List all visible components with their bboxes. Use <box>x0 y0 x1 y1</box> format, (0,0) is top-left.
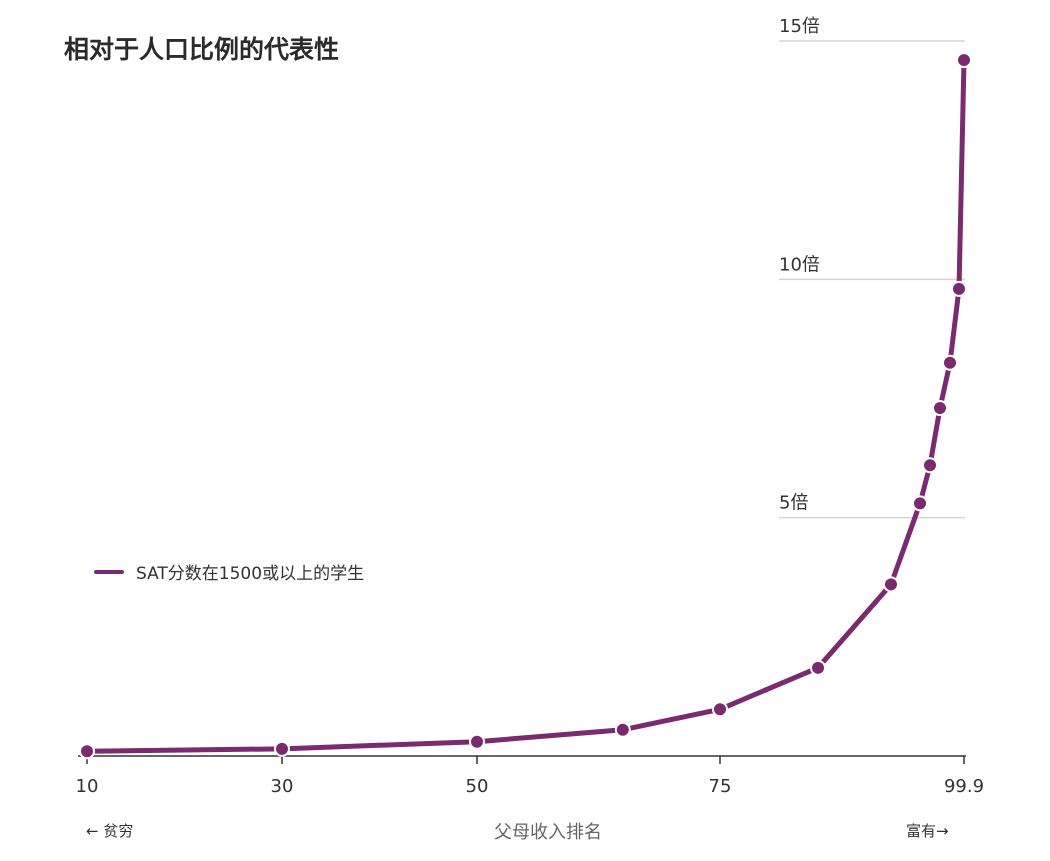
data-point <box>956 52 972 69</box>
data-point <box>912 495 928 512</box>
series-line <box>84 57 967 754</box>
y-tick-label: 10倍 <box>779 254 820 275</box>
data-point <box>942 354 958 371</box>
legend-swatch <box>94 569 124 574</box>
legend-label: SAT分数在1500或以上的学生 <box>136 564 365 584</box>
chart-title: 相对于人口比例的代表性 <box>64 35 340 64</box>
data-point <box>922 457 938 474</box>
data-point <box>810 659 826 676</box>
data-point <box>469 733 485 750</box>
x-axis: 10 30 50 75 99.9 <box>76 755 984 797</box>
x-hint-rich: 富有→ <box>906 822 949 840</box>
x-tick-label: 99.9 <box>944 776 984 797</box>
data-point <box>712 701 728 718</box>
series-lines <box>84 57 967 754</box>
x-axis-title: 父母收入排名 <box>494 822 602 843</box>
x-tick-label: 75 <box>709 776 732 797</box>
legend: SAT分数在1500或以上的学生 <box>94 559 364 584</box>
data-point <box>274 740 290 757</box>
series-points <box>79 52 972 760</box>
y-tick-label: 15倍 <box>779 16 820 37</box>
data-point <box>614 721 631 738</box>
x-tick-label: 30 <box>271 776 294 797</box>
data-point <box>951 280 967 297</box>
data-point <box>932 400 948 417</box>
data-point <box>79 743 95 760</box>
x-hint-poor: ← 贫穷 <box>86 822 134 840</box>
data-point <box>883 576 899 593</box>
y-tick-label: 5倍 <box>779 493 808 514</box>
x-tick-label: 10 <box>76 776 99 797</box>
x-tick-label: 50 <box>466 776 489 797</box>
gridlines: 5倍 10倍 15倍 <box>779 16 965 519</box>
